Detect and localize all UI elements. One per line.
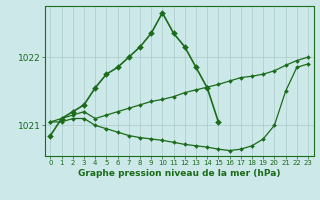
X-axis label: Graphe pression niveau de la mer (hPa): Graphe pression niveau de la mer (hPa) [78, 169, 280, 178]
